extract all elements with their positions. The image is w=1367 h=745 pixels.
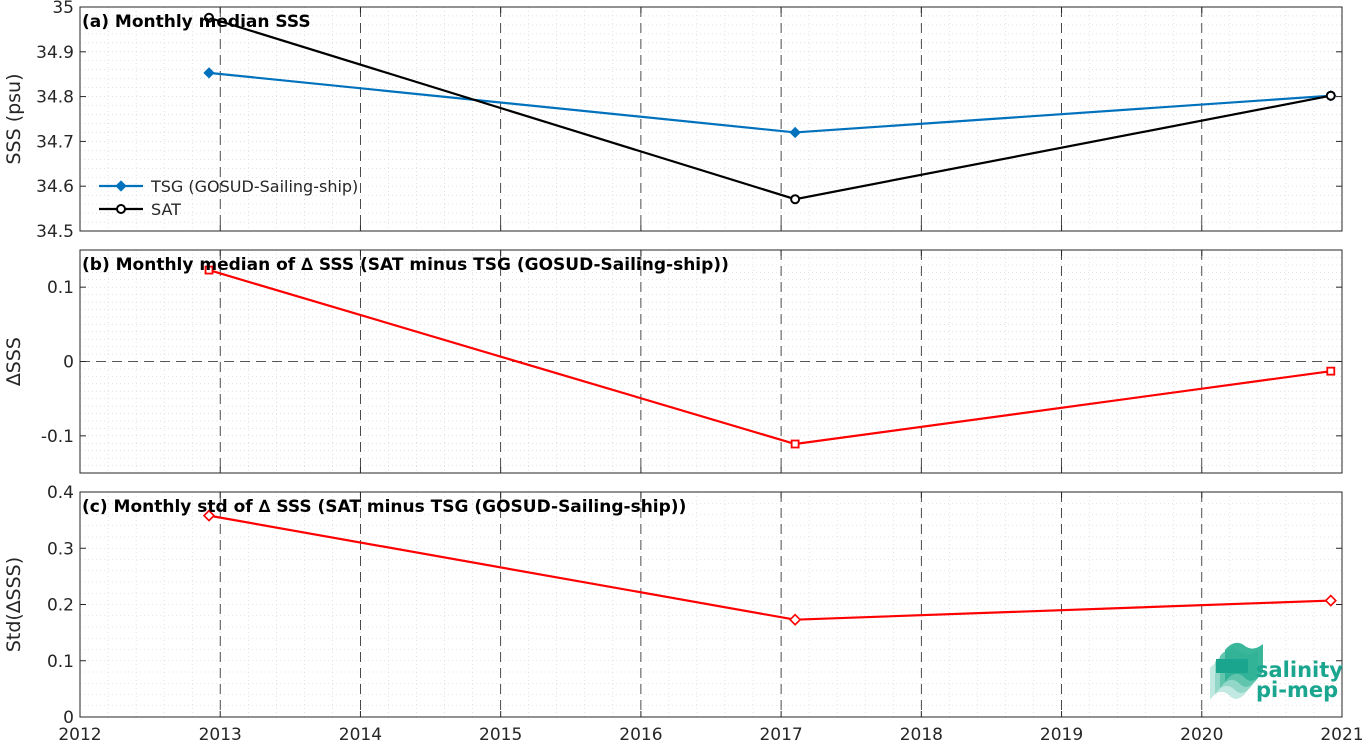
panel-title: (c) Monthly std of ∆ SSS (SAT minus TSG … [82, 497, 686, 517]
y-tick-label: 0.3 [47, 539, 74, 559]
x-tick-label: 2015 [479, 725, 522, 745]
legend-marker [116, 204, 126, 214]
x-tick-label: 2020 [1180, 725, 1223, 745]
data-point [204, 12, 215, 23]
data-point [789, 126, 801, 139]
legend-label: TSG (GOSUD-Sailing-ship) [150, 177, 358, 196]
data-point [789, 613, 802, 626]
panel-a: 34.5 34.6 34.7 34.8 34.9 35 SSS (psu) (a) Month… [3, 0, 1343, 242]
y-tick-label: 0.1 [47, 652, 74, 672]
y-tick-label: 0.2 [47, 596, 74, 616]
data-point [204, 265, 214, 275]
y-tick-label: -0.1 [41, 427, 74, 447]
axes-box [79, 6, 1343, 232]
data-point [1326, 366, 1336, 376]
y-tick-label: 34.5 [36, 222, 74, 242]
y-tick-label: 0.1 [47, 278, 74, 298]
data-point [790, 439, 800, 449]
logo-block [1216, 659, 1248, 673]
logo-text-line1: salinity [1256, 658, 1343, 682]
y-axis-label: Std(∆SSS) [3, 557, 25, 652]
x-tick-label: 2012 [58, 725, 101, 745]
panel-c: 0 0.1 0.2 0.3 0.4 2012 2013 2014 2015 2016 2017 201… [3, 483, 1364, 745]
data-point [1325, 90, 1336, 101]
plot-area [80, 7, 1342, 231]
y-tick-label: 34.9 [36, 43, 74, 63]
data-point [202, 509, 216, 522]
x-tick-label: 2016 [619, 725, 662, 745]
panel-title: (b) Monthly median of ∆ SSS (SAT minus T… [82, 255, 729, 275]
x-tick-label: 2017 [759, 725, 802, 745]
y-tick-label: 0 [63, 708, 74, 728]
panel-b: -0.1 0 0.1 ∆SSS (b) Monthly median of ∆ SSS … [3, 249, 1343, 474]
panel-title: (a) Monthly median SSS [82, 12, 311, 32]
data-point [1324, 594, 1337, 607]
x-tick-label: 2019 [1040, 725, 1083, 745]
y-tick-label: 35 [52, 0, 74, 18]
logo-text-line2: pi-mep [1256, 678, 1338, 702]
y-tick-label: 34.6 [36, 177, 74, 197]
data-point [790, 194, 801, 205]
y-tick-label: 34.8 [36, 88, 74, 108]
legend-marker [115, 180, 127, 192]
x-tick-label: 2013 [199, 725, 242, 745]
y-axis-label: ∆SSS [3, 337, 25, 387]
y-tick-label: 0.4 [47, 483, 74, 503]
y-axis-label: SSS (psu) [3, 73, 25, 164]
legend-label: SAT [151, 200, 181, 219]
x-tick-label: 2014 [339, 725, 382, 745]
y-tick-label: 0 [63, 353, 74, 373]
y-tick-label: 34.7 [36, 132, 74, 152]
data-point [203, 67, 215, 79]
x-tick-label: 2021 [1320, 725, 1363, 745]
x-tick-label: 2018 [900, 725, 943, 745]
